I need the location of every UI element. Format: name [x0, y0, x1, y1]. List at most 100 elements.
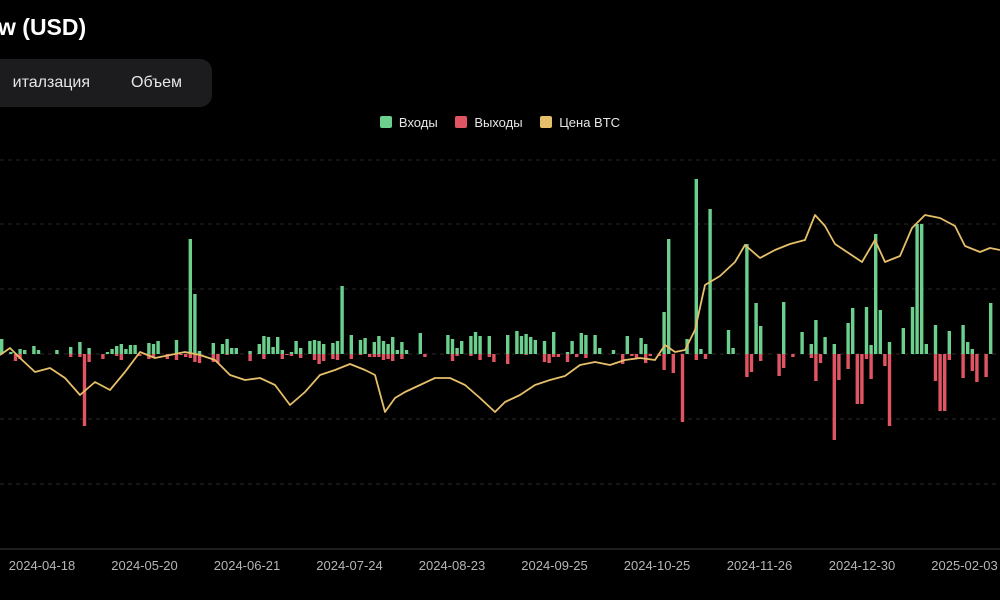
inflow-bar	[257, 344, 261, 354]
outflow-bar	[69, 354, 73, 357]
inflow-bar	[404, 350, 409, 354]
outflow-bar	[703, 354, 708, 359]
inflow-bar	[395, 350, 399, 354]
inflow-bar	[312, 340, 317, 354]
inflow-bar	[593, 335, 597, 354]
outflow-bar	[777, 354, 781, 376]
inflow-bar	[694, 179, 698, 354]
outflow-bar	[289, 354, 294, 356]
inflow-bar	[23, 350, 27, 354]
inflow-bar	[276, 337, 280, 354]
inflow-bar	[119, 344, 123, 354]
inflow-bar	[667, 239, 671, 354]
inflow-bar	[851, 308, 855, 354]
inflow-bar	[966, 342, 970, 354]
inflow-bar	[386, 344, 390, 354]
inflow-bar	[115, 346, 119, 354]
inflow-bar	[151, 344, 156, 354]
inflow-bar	[124, 349, 128, 354]
outflow-bar	[846, 354, 850, 369]
inflow-bar	[188, 239, 192, 354]
outflow-bar	[423, 354, 427, 357]
outflow-bar	[101, 354, 105, 359]
inflow-bar	[699, 349, 703, 354]
outflows-swatch	[455, 116, 468, 128]
outflow-bar	[782, 354, 786, 368]
outflow-bar	[386, 354, 390, 359]
outflow-bar	[119, 354, 123, 360]
outflow-bar	[887, 354, 892, 426]
tab-capitalization[interactable]: италзация	[12, 74, 90, 91]
inflow-bar	[814, 320, 818, 354]
legend-label-inflows: Входы	[398, 115, 438, 130]
inflow-bar	[478, 336, 482, 354]
legend-label-btc-price: Цена BTC	[559, 115, 621, 130]
inflow-bar	[662, 312, 666, 354]
inflow-bar	[515, 331, 519, 354]
outflow-bar	[947, 354, 951, 360]
outflow-bar	[262, 354, 266, 359]
outflow-bar	[225, 354, 229, 355]
inflow-bar	[901, 328, 905, 354]
inflow-bar	[920, 224, 924, 354]
inflow-bar	[639, 338, 643, 354]
inflow-bar	[418, 333, 422, 354]
tab-volume[interactable]: Объем	[131, 74, 182, 91]
inflow-bar	[450, 339, 455, 354]
outflow-bar	[179, 354, 183, 355]
outflow-bar	[565, 354, 570, 362]
inflow-bar	[473, 332, 478, 354]
inflow-bar	[823, 337, 827, 354]
chart-legend: Входы Выходы Цена BTC	[0, 115, 1000, 130]
outflow-bar	[349, 354, 353, 359]
inflow-bar	[846, 323, 850, 354]
x-tick-label: 2024-05-20	[111, 558, 178, 573]
inflow-bar	[372, 342, 376, 354]
outflow-bar	[970, 354, 974, 371]
inflow-bar	[349, 335, 353, 354]
inflow-bar	[469, 336, 473, 354]
legend-item-inflows[interactable]: Входы	[379, 115, 438, 130]
x-tick-label: 2024-10-25	[624, 558, 691, 573]
outflow-bar	[883, 354, 887, 366]
inflow-bar	[524, 334, 528, 354]
inflow-bar	[800, 332, 804, 354]
inflow-bar	[193, 294, 197, 354]
inflow-bar	[455, 348, 459, 354]
inflow-bar	[878, 310, 882, 354]
inflow-bar	[584, 335, 588, 354]
inflows-swatch	[379, 116, 392, 128]
x-tick-label: 2024-04-18	[9, 558, 76, 573]
outflow-bar	[984, 354, 988, 377]
outflow-bar	[869, 354, 873, 379]
outflow-bar	[575, 354, 579, 357]
outflow-bar	[478, 354, 482, 360]
outflow-bar	[115, 354, 119, 356]
inflow-bar	[78, 342, 82, 354]
outflow-bar	[381, 354, 386, 360]
inflow-bar	[754, 303, 758, 354]
inflow-bar	[933, 325, 938, 354]
inflow-bar	[248, 351, 252, 354]
outflow-bar	[938, 354, 942, 411]
outflow-bar	[662, 354, 666, 370]
btc-price-line	[0, 214, 1000, 413]
inflow-bar	[289, 352, 294, 354]
x-tick-label: 2024-07-24	[316, 558, 383, 573]
inflow-bar	[105, 352, 110, 354]
legend-item-outflows[interactable]: Выходы	[455, 115, 523, 130]
outflow-bar	[211, 354, 215, 362]
inflow-bar	[874, 234, 878, 354]
inflow-bar	[358, 340, 363, 354]
inflow-bar	[782, 302, 786, 354]
outflow-bar	[331, 354, 335, 359]
outflow-bar	[657, 354, 662, 356]
inflow-bar	[400, 342, 404, 354]
outflow-bar	[749, 354, 754, 372]
inflow-bar	[0, 339, 4, 354]
inflow-bar	[32, 346, 36, 354]
inflow-bar	[924, 344, 928, 354]
inflow-bar	[915, 224, 919, 354]
legend-item-btc-price[interactable]: Цена BTC	[540, 115, 620, 130]
outflow-bar	[552, 354, 556, 357]
